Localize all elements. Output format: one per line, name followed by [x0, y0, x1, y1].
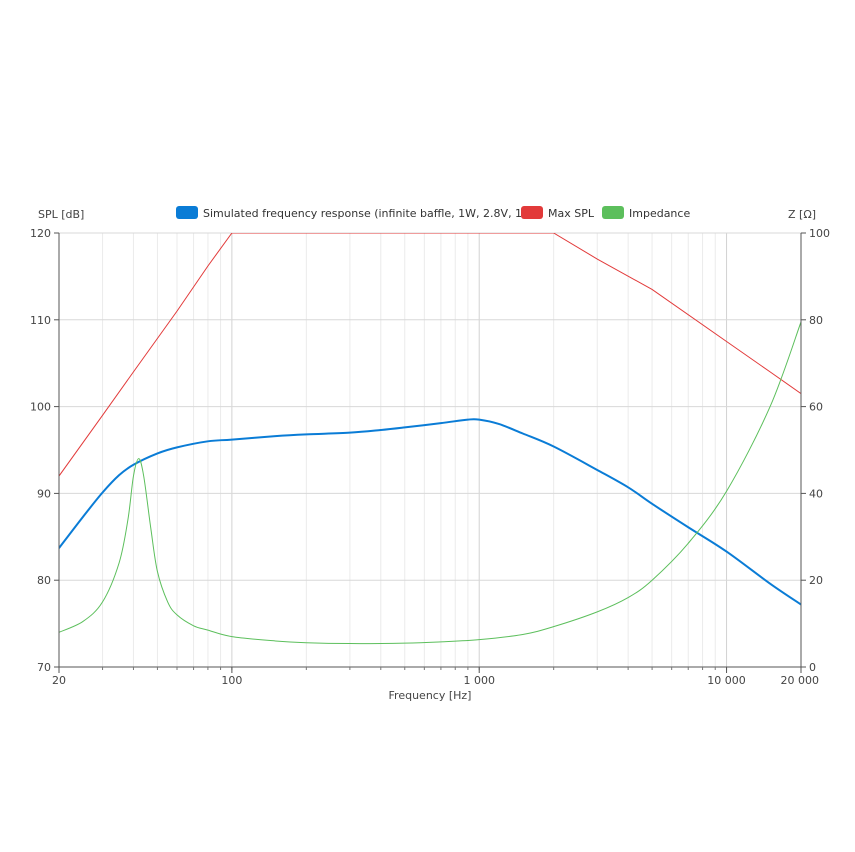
y-right-tick-label: 20: [809, 574, 823, 587]
y-left-tick-label: 70: [37, 661, 51, 674]
y-left-axis-label: SPL [dB]: [38, 208, 84, 221]
y-right-tick-label: 60: [809, 401, 823, 414]
legend-label: Simulated frequency response (infinite b…: [203, 207, 537, 220]
legend-item-max-spl[interactable]: Max SPL: [521, 206, 595, 220]
x-tick-label: 100: [221, 674, 242, 687]
legend-item-impedance[interactable]: Impedance: [602, 206, 690, 220]
y-right-tick-label: 80: [809, 314, 823, 327]
legend-swatch: [521, 206, 543, 219]
y-left-tick-label: 110: [30, 314, 51, 327]
y-right-tick-label: 100: [809, 227, 830, 240]
legend[interactable]: Simulated frequency response (infinite b…: [176, 206, 690, 220]
x-tick-label: 10 000: [707, 674, 746, 687]
max-spl-line: [59, 233, 801, 477]
y-left-tick-label: 120: [30, 227, 51, 240]
y-left-tick-label: 80: [37, 574, 51, 587]
legend-swatch: [602, 206, 624, 219]
y-left-tick-label: 100: [30, 401, 51, 414]
x-axis-label: Frequency [Hz]: [389, 689, 472, 702]
x-tick-label: 1 000: [463, 674, 495, 687]
impedance-line: [59, 321, 801, 645]
legend-label: Impedance: [629, 207, 690, 220]
y-left-tick-label: 90: [37, 487, 51, 500]
series-lines: [59, 233, 801, 645]
y-right-axis-label: Z [Ω]: [788, 208, 816, 221]
frequency-response-line: [59, 418, 801, 606]
x-tick-label: 20 000: [781, 674, 820, 687]
x-tick-label: 20: [52, 674, 66, 687]
legend-item-frequency-response[interactable]: Simulated frequency response (infinite b…: [176, 206, 537, 220]
legend-swatch: [176, 206, 198, 219]
y-right-tick-label: 40: [809, 487, 823, 500]
legend-label: Max SPL: [548, 207, 595, 220]
axes: 70 80 90 100 110 120 0 20 40 60 80 100 20 100 1 000 10 …: [30, 227, 830, 687]
y-right-tick-label: 0: [809, 661, 816, 674]
